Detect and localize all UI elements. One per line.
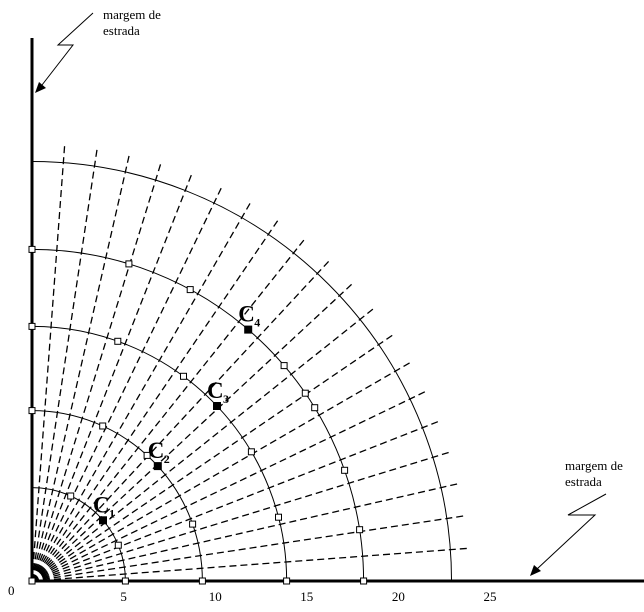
sample-point [28, 245, 36, 253]
horizontal-margin-label-line1: margem de [565, 458, 623, 473]
sample-point [356, 526, 364, 534]
horizontal-margin-annotation: margem de estrada [530, 458, 623, 576]
radial-line [31, 155, 130, 582]
sample-point [114, 337, 122, 345]
radial-line [31, 260, 330, 582]
radial-line [31, 149, 98, 582]
station-label: C [148, 438, 165, 463]
station-label: C [238, 302, 255, 327]
station-subscript: 3 [223, 392, 229, 406]
sample-point [28, 322, 36, 330]
tick-label-group: 5 10 15 20 25 [120, 589, 496, 604]
station-label: C [207, 378, 224, 403]
sample-point [121, 577, 129, 585]
station-marker [244, 325, 253, 334]
sample-point [99, 422, 107, 430]
station-label: C [93, 492, 110, 517]
sample-point [67, 492, 75, 500]
radial-line [31, 362, 411, 582]
sample-point [186, 286, 194, 294]
sample-point [280, 362, 288, 370]
sample-point [143, 451, 151, 459]
radial-line [31, 515, 464, 582]
arc [31, 160, 453, 582]
station-marker [213, 402, 221, 410]
sample-point [28, 407, 36, 415]
sample-point [283, 577, 291, 585]
lightning-arrow-icon [41, 12, 94, 86]
sample-point [125, 260, 133, 268]
sample-point-group [28, 245, 368, 585]
sample-point [301, 389, 309, 397]
arc [31, 487, 126, 582]
origin-sample-point [28, 577, 36, 585]
tick-label: 10 [209, 589, 222, 604]
radial-line [31, 283, 353, 582]
radial-line [31, 163, 162, 582]
lightning-arrow-icon [536, 493, 607, 570]
station-group: C 1C 2C 3C 4 [93, 302, 260, 525]
sample-point [180, 372, 187, 380]
radial-line-group [31, 145, 468, 582]
sample-point [341, 466, 349, 474]
arrowhead-icon [35, 82, 46, 93]
radial-line [31, 202, 251, 582]
origin-label: 0 [8, 583, 15, 598]
station-marker [153, 462, 162, 471]
tick-label: 20 [392, 589, 405, 604]
sample-point [311, 404, 319, 412]
vertical-margin-label-line1: margem de [103, 7, 161, 22]
radial-line [31, 220, 279, 582]
radial-line [31, 451, 450, 582]
vertical-margin-label-line2: estrada [103, 23, 140, 38]
sample-point [114, 541, 122, 549]
radial-line [31, 547, 468, 582]
radial-line [31, 420, 439, 582]
radial-line [31, 187, 222, 582]
tick-label: 15 [300, 589, 313, 604]
sample-point [247, 448, 255, 456]
sample-point [189, 520, 197, 528]
radial-line [31, 391, 426, 582]
arrowhead-icon [530, 565, 541, 576]
radial-line [31, 145, 66, 582]
radial-line [31, 239, 305, 582]
arc [31, 248, 365, 582]
radial-line [31, 483, 458, 582]
sample-point [275, 513, 282, 521]
axes-group [30, 38, 644, 583]
station-marker [99, 516, 107, 525]
radial-line [31, 308, 374, 582]
arc [31, 410, 203, 582]
arc-group [31, 160, 453, 582]
horizontal-margin-label-line2: estrada [565, 474, 602, 489]
sample-point [198, 577, 206, 585]
radial-line [31, 334, 393, 582]
station-subscript: 1 [109, 506, 115, 520]
arc [31, 325, 288, 582]
vertical-margin-annotation: margem de estrada [35, 7, 161, 93]
radial-line [31, 174, 193, 582]
tick-label: 5 [120, 589, 127, 604]
sample-point [360, 577, 368, 585]
station-subscript: 2 [164, 452, 170, 466]
station-subscript: 4 [254, 316, 260, 330]
tick-label: 25 [484, 589, 497, 604]
